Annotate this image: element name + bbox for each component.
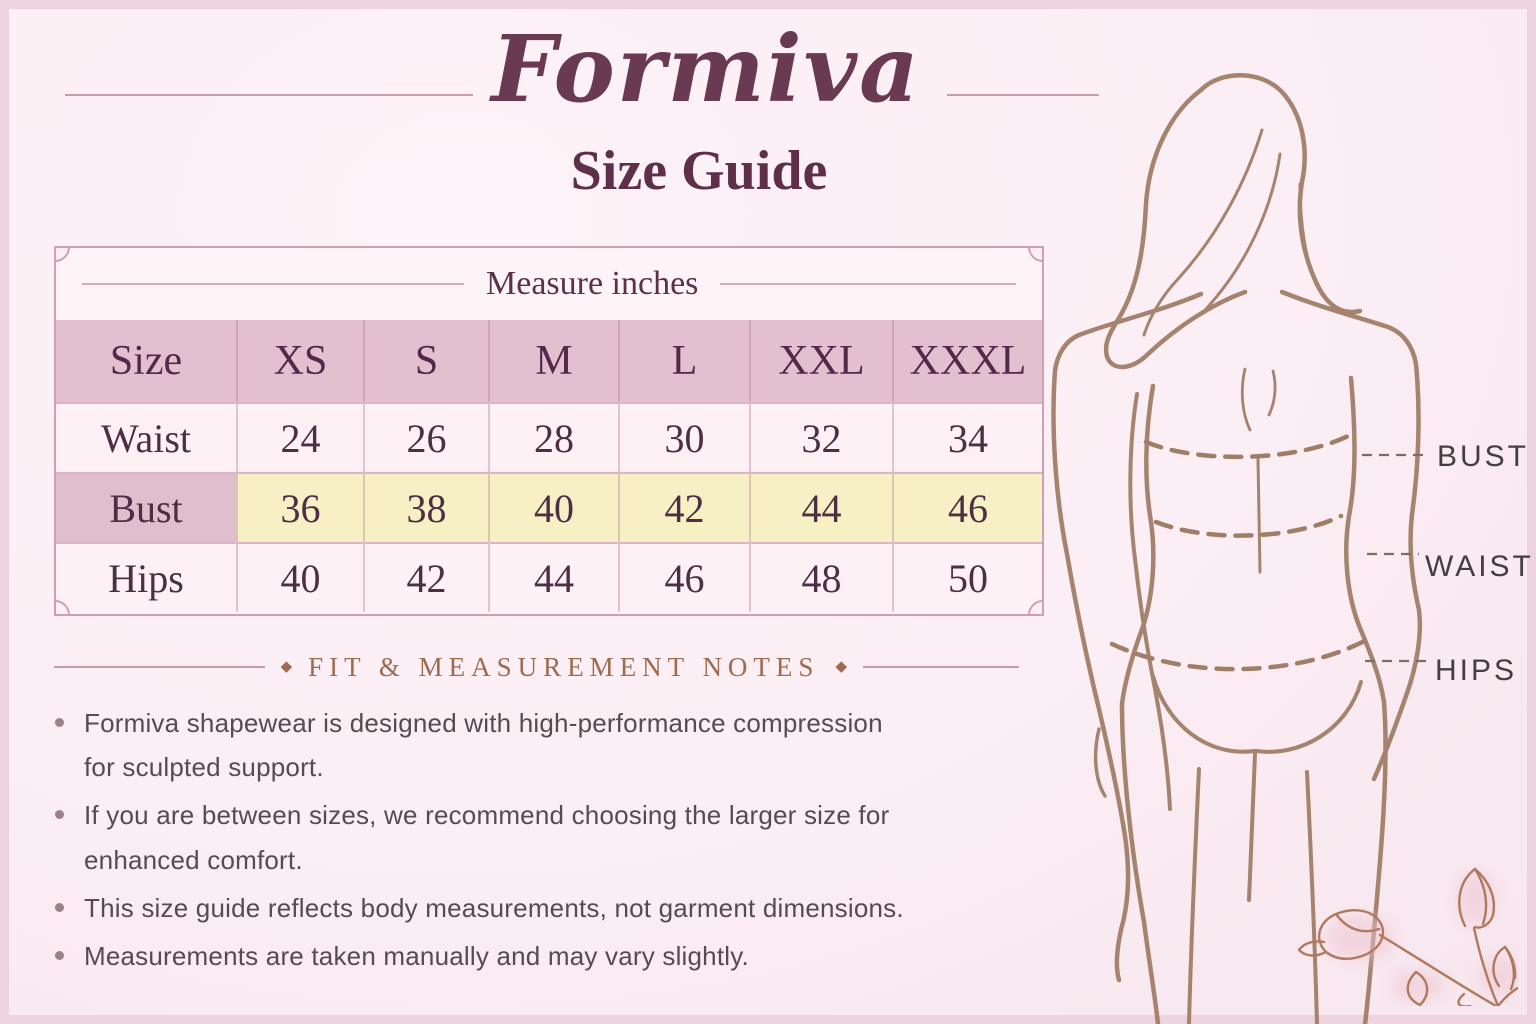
right-shoulder-arm bbox=[1279, 289, 1423, 782]
waist-label: WAIST bbox=[1425, 550, 1534, 583]
bust-measure-line bbox=[1143, 430, 1357, 460]
note-item: Formiva shapewear is designed with high-… bbox=[55, 701, 1005, 789]
bust-value-xxl: 44 bbox=[749, 472, 892, 542]
hips-value-l: 46 bbox=[618, 542, 749, 612]
size-table-grid: Size XS S M L XXL XXXL Waist 24 26 28 30… bbox=[56, 320, 1042, 612]
column-header-m: M bbox=[488, 320, 618, 402]
shoulder-blade bbox=[1240, 367, 1252, 432]
bust-value-xxxl: 46 bbox=[892, 472, 1042, 542]
left-shoulder-arm bbox=[1051, 291, 1204, 983]
unit-header-band: Measure inches bbox=[56, 248, 1042, 320]
head-outline bbox=[1198, 73, 1363, 315]
column-header-xxxl: XXXL bbox=[892, 320, 1042, 402]
note-text: Formiva shapewear is designed with high-… bbox=[84, 708, 883, 783]
right-buttock bbox=[1254, 680, 1363, 754]
column-header-s: S bbox=[363, 320, 488, 402]
waist-value-m: 28 bbox=[488, 402, 618, 472]
hips-value-s: 42 bbox=[363, 542, 488, 612]
page-title: Size Guide bbox=[570, 140, 828, 202]
bullet-dot-icon bbox=[55, 810, 64, 820]
note-text: Measurements are taken manually and may … bbox=[84, 940, 749, 971]
bullet-dot-icon bbox=[55, 950, 64, 960]
hair-strand bbox=[1298, 182, 1318, 286]
waist-value-s: 26 bbox=[363, 402, 488, 472]
note-item: If you are between sizes, we recommend c… bbox=[55, 793, 1005, 881]
note-text: This size guide reflects body measuremen… bbox=[84, 892, 904, 923]
row-label-waist: Waist bbox=[56, 402, 236, 472]
hips-value-xxxl: 50 bbox=[892, 542, 1042, 612]
note-item: This size guide reflects body measuremen… bbox=[55, 886, 1005, 930]
hips-value-xs: 40 bbox=[236, 542, 363, 612]
row-label-hips: Hips bbox=[56, 542, 236, 612]
left-inner-leg bbox=[1187, 767, 1201, 1024]
waist-value-xxl: 32 bbox=[749, 402, 892, 472]
unit-rule-left bbox=[82, 283, 464, 285]
waist-value-xs: 24 bbox=[236, 402, 363, 472]
diamond-icon: ◆ bbox=[835, 658, 847, 675]
note-item: Measurements are taken manually and may … bbox=[55, 934, 1005, 978]
bullet-dot-icon bbox=[55, 902, 64, 912]
hips-value-m: 44 bbox=[488, 542, 618, 612]
diamond-icon: ◆ bbox=[280, 658, 293, 675]
waist-measure-line bbox=[1153, 513, 1344, 538]
row-label-bust: Bust bbox=[56, 472, 236, 542]
header-rule-left bbox=[65, 94, 473, 96]
left-torso-leg bbox=[1119, 383, 1161, 1024]
column-header-size: Size bbox=[56, 320, 236, 402]
hair-strand bbox=[1204, 152, 1282, 311]
spine-line bbox=[1256, 457, 1262, 574]
hips-label: HIPS bbox=[1435, 654, 1517, 687]
waist-value-xxxl: 34 bbox=[892, 402, 1042, 472]
bust-value-m: 40 bbox=[488, 472, 618, 542]
bust-value-s: 38 bbox=[363, 472, 488, 542]
hip-fold bbox=[1093, 727, 1107, 798]
left-buttock bbox=[1151, 674, 1256, 754]
hips-value-xxl: 48 bbox=[749, 542, 892, 612]
note-text: If you are between sizes, we recommend c… bbox=[84, 800, 890, 875]
hair-left-mass bbox=[1103, 87, 1248, 370]
bust-value-xs: 36 bbox=[236, 472, 363, 542]
shoulder-blade bbox=[1267, 369, 1277, 417]
unit-rule-right bbox=[720, 283, 1016, 285]
notes-heading: FIT & MEASUREMENT NOTES bbox=[308, 651, 820, 682]
notes-rule-left bbox=[54, 666, 265, 668]
bust-label: BUST bbox=[1437, 440, 1529, 473]
buttock-crease bbox=[1247, 752, 1257, 902]
hips-measure-line bbox=[1109, 634, 1375, 672]
column-header-l: L bbox=[618, 320, 749, 402]
column-header-xs: XS bbox=[236, 320, 363, 402]
woman-back-illustration: BUST WAIST HIPS bbox=[1051, 73, 1534, 1024]
table-corner-notch bbox=[1028, 600, 1042, 614]
notes-rule-right bbox=[862, 666, 1019, 668]
bullet-dot-icon bbox=[55, 718, 64, 727]
unit-header-label: Measure inches bbox=[486, 265, 699, 302]
right-inner-leg bbox=[1305, 770, 1319, 1024]
page-background: Formiva Size Guide Measure inches Size X… bbox=[9, 9, 1531, 1024]
header-rule-right bbox=[947, 94, 1099, 96]
hair-strand bbox=[1142, 128, 1264, 337]
column-header-xxl: XXL bbox=[749, 320, 892, 402]
magnolia-decoration-icon bbox=[1297, 867, 1518, 1006]
notes-heading-row: ◆ FIT & MEASUREMENT NOTES ◆ bbox=[54, 651, 1019, 683]
size-table: Measure inches Size XS S M L XXL XXXL Wa… bbox=[54, 246, 1044, 616]
waist-value-l: 30 bbox=[618, 402, 749, 472]
brand-title: Formiva bbox=[491, 15, 921, 123]
bust-value-l: 42 bbox=[618, 472, 749, 542]
notes-list: Formiva shapewear is designed with high-… bbox=[55, 701, 1005, 982]
